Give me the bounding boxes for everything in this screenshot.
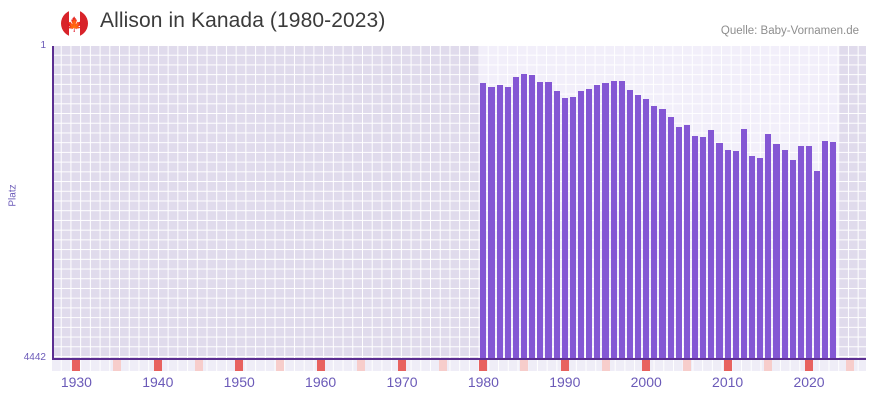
x-axis-tick-strip [52, 360, 866, 371]
bar[interactable] [512, 76, 520, 358]
bar[interactable] [822, 141, 829, 358]
x-axis-tick-label: 1970 [386, 374, 418, 390]
bar[interactable] [765, 133, 772, 358]
bar[interactable] [578, 90, 585, 358]
bar[interactable] [488, 86, 495, 358]
x-axis-tick-label: 1950 [223, 374, 255, 390]
x-axis-tick-label: 1960 [305, 374, 337, 390]
bar[interactable] [773, 144, 780, 358]
x-tick-major [642, 360, 651, 371]
x-tick-major [723, 360, 732, 371]
maple-leaf-icon: 🍁 [65, 15, 84, 32]
bar[interactable] [789, 160, 796, 358]
bar-series [52, 46, 866, 358]
x-axis-tick-label: 1980 [467, 374, 499, 390]
x-tick-minor [682, 360, 691, 371]
bar[interactable] [830, 142, 837, 358]
canada-flag-icon: 🍁 [61, 10, 88, 37]
x-tick-major [72, 360, 81, 371]
bar[interactable] [521, 74, 528, 358]
bar[interactable] [675, 126, 682, 358]
bar[interactable] [757, 158, 764, 358]
y-axis-bottom-label: 4442 [23, 352, 46, 363]
bar[interactable] [740, 128, 747, 358]
y-axis-line [52, 46, 54, 359]
flag-band-right [80, 10, 88, 37]
x-tick-major [805, 360, 814, 371]
bar[interactable] [651, 106, 658, 358]
x-tick-minor [275, 360, 284, 371]
y-axis-top-label: 1 [40, 40, 46, 51]
x-axis-tick-label: 2020 [793, 374, 825, 390]
bar[interactable] [667, 116, 674, 358]
x-tick-minor [845, 360, 854, 371]
bar[interactable] [480, 83, 487, 358]
bar[interactable] [561, 97, 568, 358]
bar[interactable] [545, 82, 552, 358]
bar[interactable] [610, 81, 617, 358]
bar[interactable] [594, 85, 601, 358]
y-axis-title: Platz [7, 184, 19, 207]
plot-area [52, 46, 866, 358]
x-axis-tick-label: 2000 [630, 374, 662, 390]
bar[interactable] [814, 170, 821, 358]
bar[interactable] [602, 83, 609, 358]
bar[interactable] [748, 155, 756, 358]
x-tick-minor [520, 360, 529, 371]
bar[interactable] [569, 96, 576, 358]
x-tick-minor [764, 360, 773, 371]
bar[interactable] [586, 88, 593, 358]
bar[interactable] [529, 75, 536, 358]
bar[interactable] [496, 85, 503, 358]
x-tick-major [560, 360, 569, 371]
bar[interactable] [626, 89, 633, 358]
x-axis-tick-label: 1940 [142, 374, 174, 390]
bar[interactable] [724, 149, 731, 358]
x-axis-tick-label: 1930 [60, 374, 92, 390]
bar[interactable] [691, 135, 699, 358]
bar[interactable] [732, 151, 739, 358]
x-axis-labels: 1930 1940 1950 1960 1970 1980 1990 2000 2010 2020 [0, 374, 873, 398]
bar[interactable] [618, 81, 625, 358]
bar[interactable] [659, 109, 666, 358]
x-tick-minor [194, 360, 203, 371]
page-title: Allison in Kanada (1980-2023) [100, 9, 386, 32]
bar[interactable] [805, 145, 813, 358]
bar[interactable] [781, 149, 788, 358]
bar[interactable] [553, 90, 560, 358]
x-tick-major [398, 360, 407, 371]
source-note: Quelle: Baby-Vornamen.de [720, 25, 859, 37]
x-tick-major [153, 360, 162, 371]
bar[interactable] [643, 99, 650, 358]
chart-header: 🍁 Allison in Kanada (1980-2023) Quelle: … [0, 0, 873, 46]
x-tick-minor [113, 360, 122, 371]
bar[interactable] [700, 137, 707, 358]
bar[interactable] [797, 145, 804, 358]
x-axis-line [52, 358, 866, 360]
bar[interactable] [683, 125, 690, 358]
x-tick-minor [601, 360, 610, 371]
x-tick-minor [357, 360, 366, 371]
bar[interactable] [716, 142, 723, 358]
x-tick-major [235, 360, 244, 371]
x-tick-major [316, 360, 325, 371]
bar[interactable] [635, 95, 642, 358]
bar[interactable] [537, 81, 544, 358]
x-axis-tick-label: 2010 [712, 374, 744, 390]
x-tick-minor [438, 360, 447, 371]
bar[interactable] [504, 87, 511, 358]
x-axis-tick-label: 1990 [549, 374, 581, 390]
flag-band-left [61, 10, 69, 37]
bar[interactable] [708, 129, 715, 358]
x-tick-major [479, 360, 488, 371]
